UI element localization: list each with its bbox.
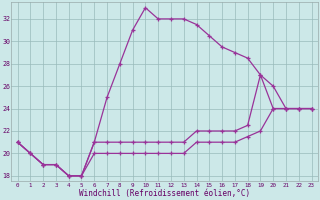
X-axis label: Windchill (Refroidissement éolien,°C): Windchill (Refroidissement éolien,°C) xyxy=(79,189,250,198)
